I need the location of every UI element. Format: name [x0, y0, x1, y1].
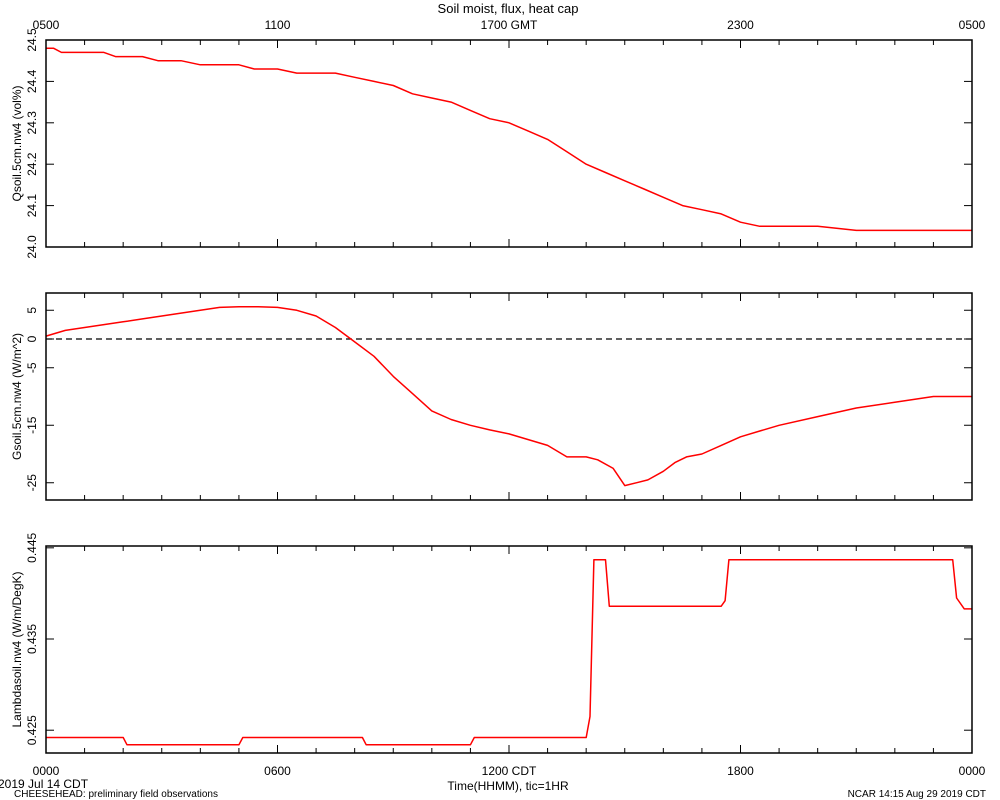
- y-tick-label: 24.1: [25, 194, 39, 218]
- y-tick-label: 24.4: [25, 69, 39, 93]
- chart-title: Soil moist, flux, heat cap: [438, 1, 579, 16]
- y-tick-label: 24.5: [25, 28, 39, 52]
- top-tick-label: 1700 GMT: [481, 18, 538, 32]
- y-tick-label: 5: [25, 307, 39, 314]
- top-tick-label: 0500: [959, 18, 986, 32]
- y-tick-label: -15: [25, 416, 39, 434]
- y-tick-label: -25: [25, 474, 39, 492]
- bottom-tick-label: 1200 CDT: [482, 764, 537, 778]
- top-tick-label: 2300: [727, 18, 754, 32]
- bottom-tick-label: 0000: [33, 764, 60, 778]
- y-tick-label: 24.2: [25, 152, 39, 176]
- y-tick-label: 24.3: [25, 111, 39, 135]
- y-axis-label: Qsoil.5cm.nw4 (vol%): [10, 85, 24, 201]
- top-axis-tick-labels: 0500 1100 1700 GMT 2300 0500: [33, 18, 986, 32]
- bottom-tick-label: 0000: [959, 764, 986, 778]
- x-axis-label: Time(HHMM), tic=1HR: [447, 779, 569, 793]
- y-tick-label: 0.445: [25, 532, 39, 562]
- y-tick-label: -5: [25, 362, 39, 373]
- footer-left: CHEESEHEAD: preliminary field observatio…: [14, 789, 218, 800]
- y-tick-label: 0.435: [25, 624, 39, 654]
- date-label: 2019 Jul 14 CDT: [0, 777, 89, 791]
- plot-frame: [45, 545, 973, 754]
- chart-panel-1: 24.0 24.1 24.2 24.3 24.4 24.5 Qsoil.5cm.nw4 (v…: [10, 28, 973, 259]
- chart-panels: 24.0 24.1 24.2 24.3 24.4 24.5 Qsoil.5cm.nw4 (v…: [10, 28, 973, 754]
- y-axis-label: Gsoil.5cm.nw4 (W/m^2): [10, 333, 24, 460]
- series-line: [45, 306, 972, 487]
- series-line: [46, 47, 972, 232]
- top-tick-label: 0500: [33, 18, 60, 32]
- bottom-axis-tick-labels: 0000 0600 1200 CDT 1800 0000: [33, 764, 986, 778]
- plot-frame: [45, 292, 973, 501]
- bottom-tick-label: 1800: [727, 764, 754, 778]
- top-tick-label: 1100: [265, 18, 291, 32]
- y-axis-label: Lambdasoil.nw4 (W/m/DegK): [10, 571, 24, 727]
- plot-frame: [45, 39, 973, 248]
- footer-right: NCAR 14:15 Aug 29 2019 CDT: [847, 789, 986, 800]
- y-tick-label: 0.425: [25, 715, 39, 745]
- bottom-tick-label: 0600: [264, 764, 291, 778]
- y-tick-label: 0: [25, 335, 39, 342]
- series-line: [46, 558, 972, 746]
- y-tick-label: 24.0: [25, 235, 39, 259]
